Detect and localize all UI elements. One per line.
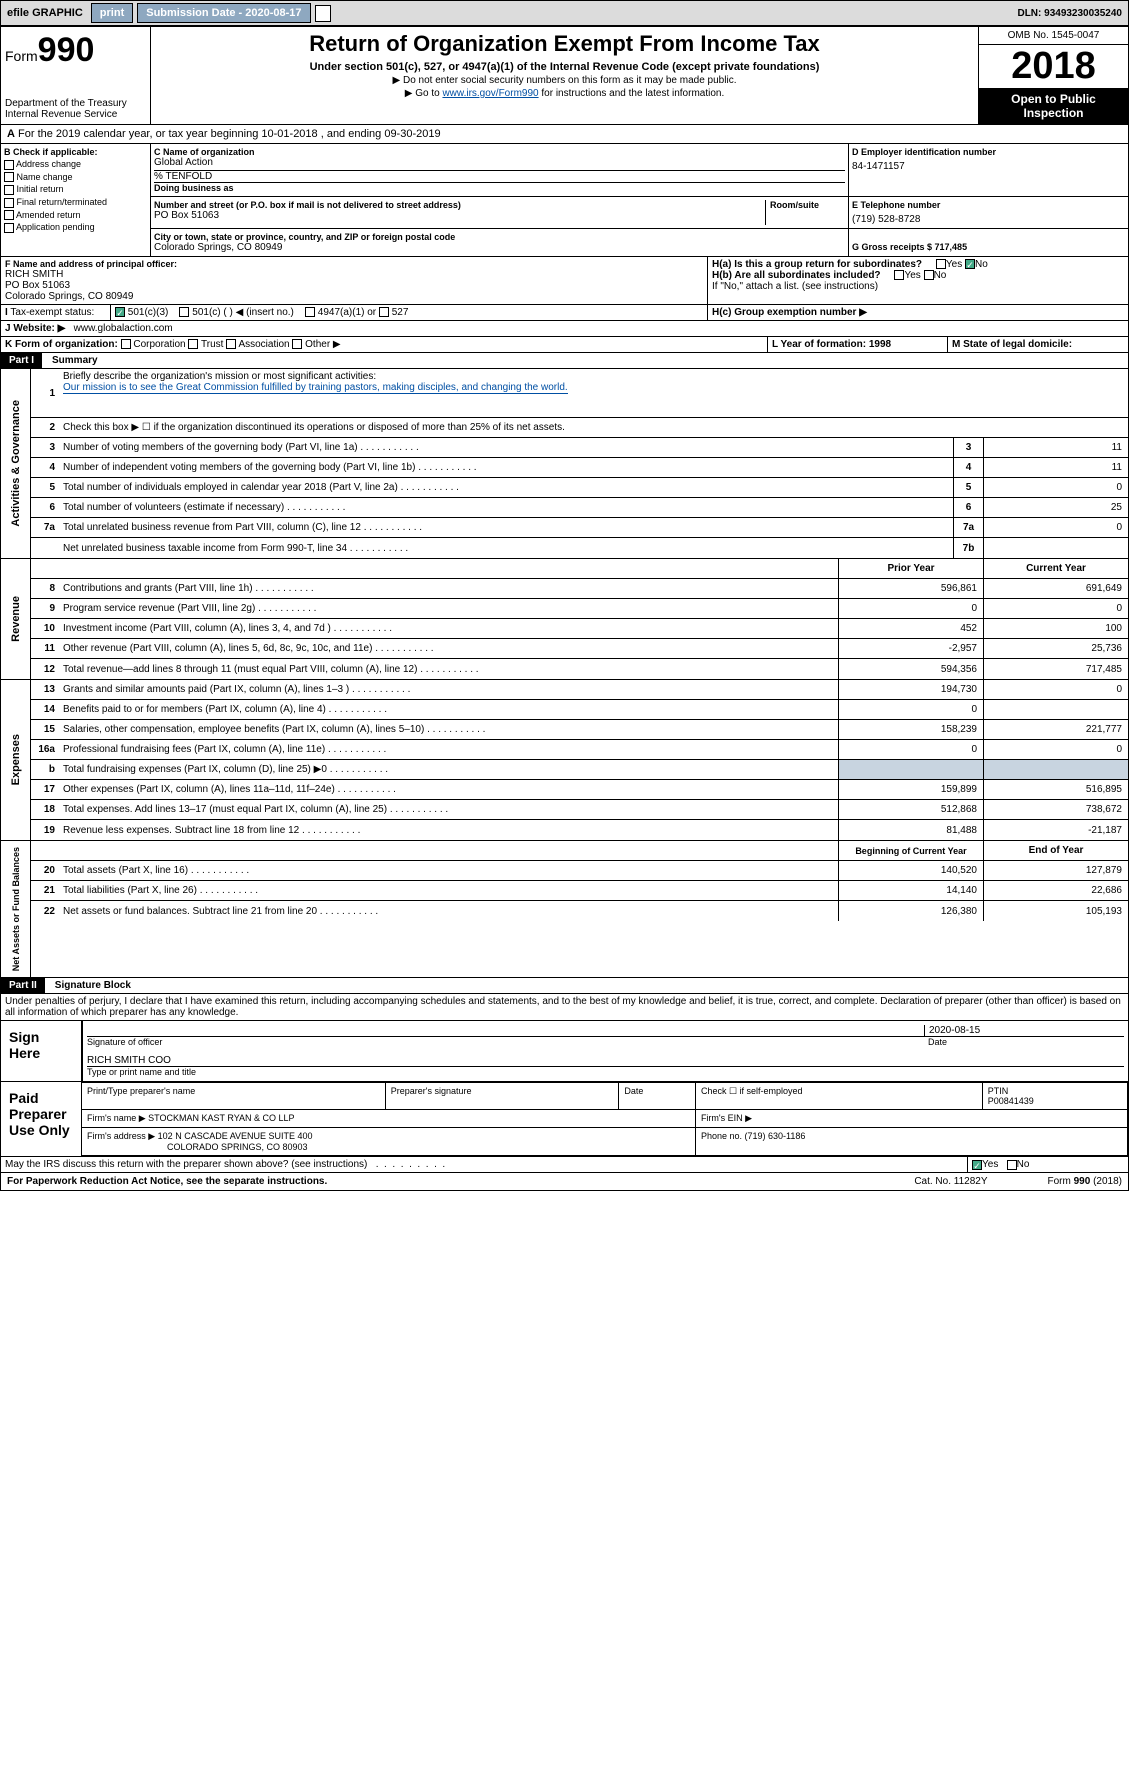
firm-phone: Phone no. (719) 630-1186	[695, 1128, 1127, 1156]
exp-line-13: 13 Grants and similar amounts paid (Part…	[31, 680, 1128, 700]
mission: Our mission is to see the Great Commissi…	[63, 382, 568, 394]
officer-printed: RICH SMITH COO	[87, 1055, 1124, 1067]
net-line-21: 21 Total liabilities (Part X, line 26) 1…	[31, 881, 1128, 901]
exp-line-14: 14 Benefits paid to or for members (Part…	[31, 700, 1128, 720]
rev-line-8: 8 Contributions and grants (Part VIII, l…	[31, 579, 1128, 599]
dln: DLN: 93493230035240	[1017, 8, 1128, 19]
form-word: Form	[5, 48, 38, 64]
part1-tag: Part I	[1, 353, 42, 368]
rev-line-9: 9 Program service revenue (Part VIII, li…	[31, 599, 1128, 619]
gross-receipts: G Gross receipts $ 717,485	[852, 242, 1125, 252]
line-3: 3 Number of voting members of the govern…	[31, 438, 1128, 458]
rev-line-11: 11 Other revenue (Part VIII, column (A),…	[31, 639, 1128, 659]
dept: Department of the Treasury Internal Reve…	[5, 98, 146, 120]
firm-name: STOCKMAN KAST RYAN & CO LLP	[148, 1113, 294, 1123]
form-title: Return of Organization Exempt From Incom…	[155, 31, 974, 57]
sign-here: Sign Here	[1, 1021, 81, 1081]
jurat: Under penalties of perjury, I declare th…	[1, 994, 1128, 1020]
rev-line-12: 12 Total revenue—add lines 8 through 11 …	[31, 659, 1128, 679]
officer-name: RICH SMITH	[5, 269, 703, 280]
line-7a: 7a Total unrelated business revenue from…	[31, 518, 1128, 538]
note-ssn: ▶ Do not enter social security numbers o…	[155, 75, 974, 86]
period-row: A For the 2019 calendar year, or tax yea…	[0, 125, 1129, 144]
topbar: efile GRAPHIC print Submission Date - 20…	[0, 0, 1129, 26]
date-box	[315, 5, 332, 22]
exp-line-b: b Total fundraising expenses (Part IX, c…	[31, 760, 1128, 780]
501c3-check[interactable]: ✓	[115, 307, 125, 317]
exp-line-18: 18 Total expenses. Add lines 13–17 (must…	[31, 800, 1128, 820]
org-name: Global Action	[154, 157, 845, 168]
rev-line-10: 10 Investment income (Part VIII, column …	[31, 619, 1128, 639]
discuss-yes[interactable]: ✓	[972, 1160, 982, 1170]
paid-preparer: Paid Preparer Use Only	[1, 1082, 81, 1156]
exp-line-15: 15 Salaries, other compensation, employe…	[31, 720, 1128, 740]
tax-year: 2018	[979, 45, 1128, 88]
irs-link[interactable]: www.irs.gov/Form990	[442, 88, 538, 99]
exp-line-16a: 16a Professional fundraising fees (Part …	[31, 740, 1128, 760]
pra-notice: For Paperwork Reduction Act Notice, see …	[7, 1176, 327, 1187]
part2-tag: Part II	[1, 978, 45, 993]
line-6: 6 Total number of volunteers (estimate i…	[31, 498, 1128, 518]
website: www.globalaction.com	[74, 323, 173, 334]
exp-line-17: 17 Other expenses (Part IX, column (A), …	[31, 780, 1128, 800]
efile-label: efile GRAPHIC	[1, 4, 89, 22]
line-5: 5 Total number of individuals employed i…	[31, 478, 1128, 498]
chk-amended[interactable]	[4, 210, 14, 220]
city: Colorado Springs, CO 80949	[154, 242, 845, 253]
cat-no: Cat. No. 11282Y	[914, 1176, 987, 1187]
ein: 84-1471157	[852, 161, 1125, 172]
exp-line-19: 19 Revenue less expenses. Subtract line …	[31, 820, 1128, 840]
form-header: Form990 Department of the Treasury Inter…	[0, 26, 1129, 125]
form-footer: Form 990 (2018)	[1048, 1176, 1122, 1187]
omb: OMB No. 1545-0047	[979, 27, 1128, 45]
street-addr: PO Box 51063	[154, 210, 765, 221]
print-button[interactable]: print	[91, 3, 133, 23]
ptin: P00841439	[988, 1096, 1034, 1106]
chk-addr[interactable]	[4, 160, 14, 170]
line-4: 4 Number of independent voting members o…	[31, 458, 1128, 478]
submission-date: Submission Date - 2020-08-17	[137, 3, 310, 23]
care-of: % TENFOLD	[154, 170, 845, 182]
form-number: 990	[38, 31, 95, 69]
chk-pending[interactable]	[4, 223, 14, 233]
form-subtitle: Under section 501(c), 527, or 4947(a)(1)…	[155, 61, 974, 73]
open-public: Open to Public Inspection	[979, 88, 1128, 124]
group-return-no[interactable]: ✓	[965, 259, 975, 269]
chk-final[interactable]	[4, 198, 14, 208]
net-line-22: 22 Net assets or fund balances. Subtract…	[31, 901, 1128, 921]
sig-date: 2020-08-15	[924, 1025, 1124, 1037]
chk-initial[interactable]	[4, 185, 14, 195]
note-link: ▶ Go to www.irs.gov/Form990 for instruct…	[155, 88, 974, 99]
gov-label: Activities & Governance	[8, 394, 24, 533]
net-line-20: 20 Total assets (Part X, line 16) 140,52…	[31, 861, 1128, 881]
box-b: B Check if applicable: Address change Na…	[0, 144, 150, 257]
line-7b: Net unrelated business taxable income fr…	[31, 538, 1128, 558]
phone: (719) 528-8728	[852, 214, 1125, 225]
chk-name[interactable]	[4, 172, 14, 182]
